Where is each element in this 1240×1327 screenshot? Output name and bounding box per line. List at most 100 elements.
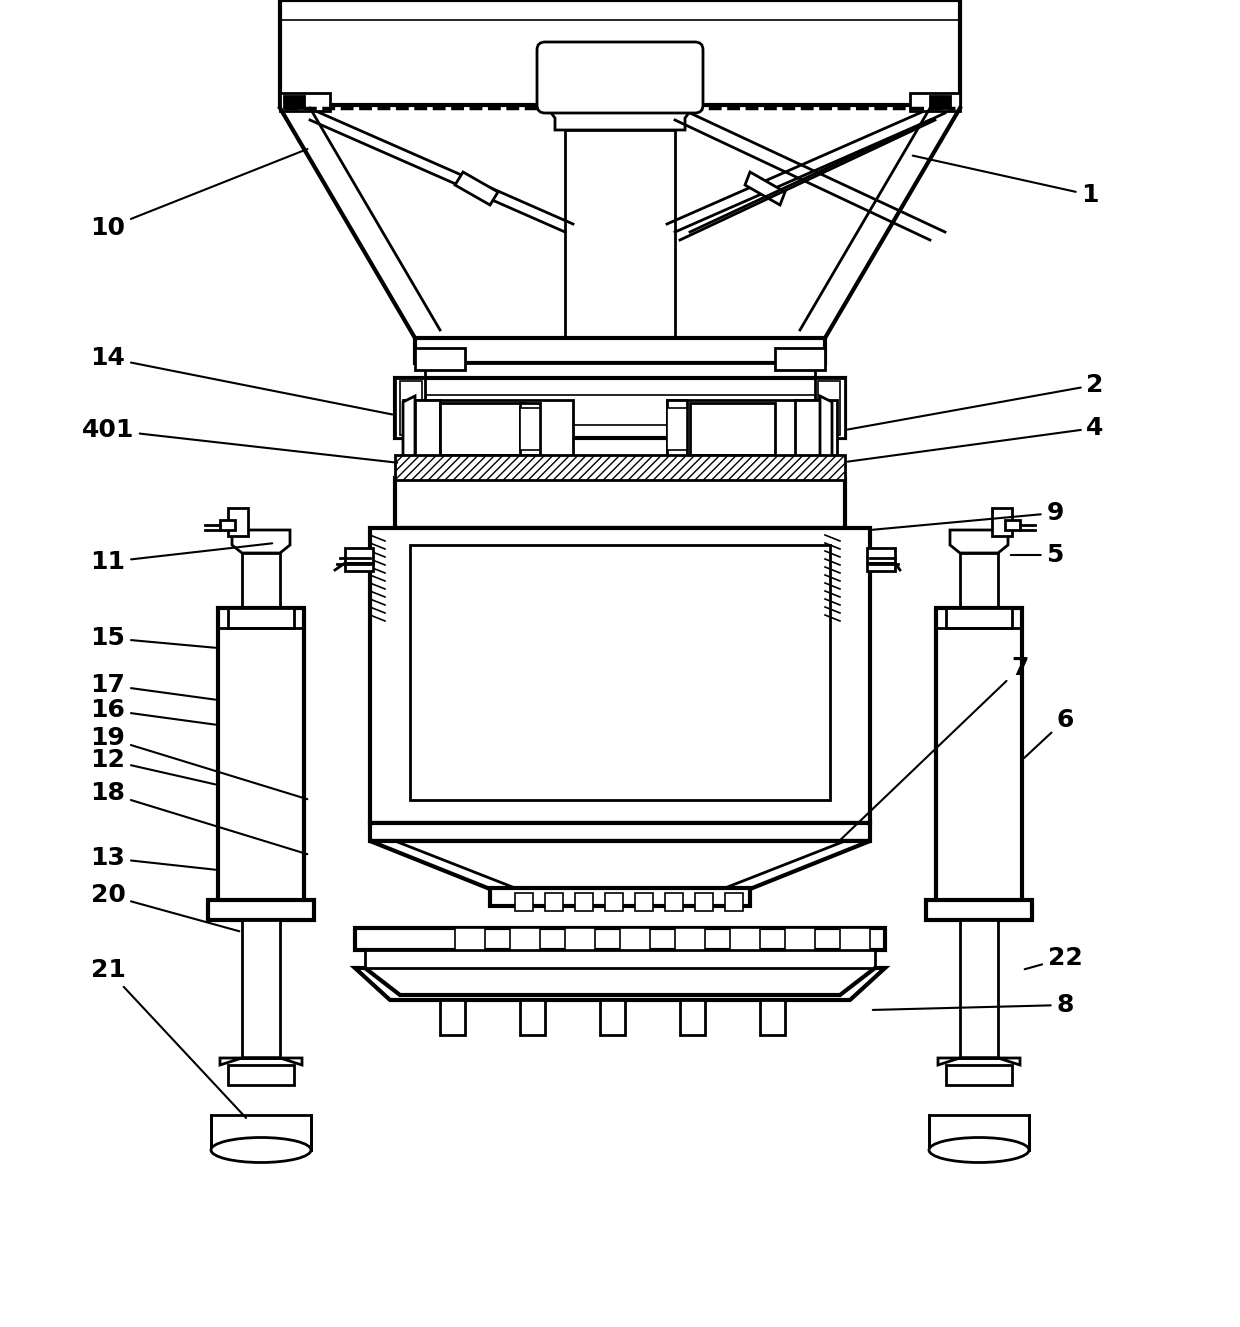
Bar <box>867 548 895 563</box>
Text: 12: 12 <box>91 748 216 784</box>
Text: 8: 8 <box>873 993 1074 1016</box>
Ellipse shape <box>929 1137 1029 1162</box>
Bar <box>575 893 593 912</box>
Bar <box>946 1066 1012 1085</box>
Bar <box>284 96 304 107</box>
Polygon shape <box>820 395 832 462</box>
Bar <box>839 928 870 950</box>
Bar <box>675 928 706 950</box>
Bar <box>520 403 539 455</box>
Bar <box>211 1115 311 1151</box>
Text: 401: 401 <box>82 418 397 463</box>
Bar <box>565 928 595 950</box>
Bar <box>515 893 533 912</box>
Text: 20: 20 <box>91 882 239 932</box>
Bar <box>490 888 750 906</box>
Bar <box>694 893 713 912</box>
Bar <box>936 608 1022 902</box>
Text: 4: 4 <box>848 415 1104 462</box>
Text: 9: 9 <box>873 502 1064 529</box>
Bar <box>415 338 825 364</box>
Bar <box>370 528 870 823</box>
Ellipse shape <box>211 1137 311 1162</box>
Bar <box>680 1001 706 1035</box>
Bar <box>440 1001 465 1035</box>
Bar <box>228 508 248 536</box>
Text: 21: 21 <box>91 958 246 1117</box>
Bar <box>280 93 330 111</box>
Bar <box>396 455 844 480</box>
Bar <box>396 478 844 528</box>
Bar <box>815 378 844 438</box>
Bar <box>926 900 1032 920</box>
Bar <box>867 563 895 571</box>
Bar <box>242 920 280 1058</box>
Text: 15: 15 <box>91 626 216 650</box>
Polygon shape <box>546 50 694 130</box>
Polygon shape <box>232 529 290 553</box>
Bar <box>818 381 839 435</box>
Text: 19: 19 <box>91 726 308 799</box>
Bar <box>1004 520 1021 529</box>
Bar <box>605 893 622 912</box>
Bar <box>355 928 885 950</box>
Text: 5: 5 <box>1011 543 1064 567</box>
Bar <box>775 348 825 370</box>
Bar <box>455 928 485 950</box>
Bar <box>620 928 650 950</box>
Text: 1: 1 <box>913 155 1099 207</box>
Polygon shape <box>219 1058 303 1066</box>
Text: 10: 10 <box>91 149 308 240</box>
Bar <box>565 130 675 340</box>
Bar <box>725 893 743 912</box>
Bar <box>795 399 820 458</box>
Bar <box>546 893 563 912</box>
Polygon shape <box>403 395 415 462</box>
FancyBboxPatch shape <box>537 42 703 113</box>
Text: 17: 17 <box>91 673 216 699</box>
Bar <box>960 920 998 1058</box>
Bar <box>689 403 775 455</box>
Bar <box>415 399 440 458</box>
Polygon shape <box>370 841 870 893</box>
Bar <box>667 399 687 458</box>
Text: 22: 22 <box>1024 946 1083 970</box>
Bar <box>228 608 294 628</box>
Bar <box>510 928 539 950</box>
Text: 14: 14 <box>91 346 392 414</box>
Bar <box>345 548 373 563</box>
Bar <box>425 364 815 378</box>
Bar <box>403 399 573 458</box>
Bar <box>960 553 998 608</box>
Bar <box>929 1115 1029 1151</box>
Bar <box>665 893 683 912</box>
Bar <box>415 348 465 370</box>
Text: 16: 16 <box>91 698 216 725</box>
Bar <box>396 378 425 438</box>
Polygon shape <box>937 1058 1021 1066</box>
Bar <box>520 407 539 450</box>
Bar <box>218 608 304 902</box>
Bar <box>520 1001 546 1035</box>
Text: 2: 2 <box>848 373 1104 430</box>
Text: 11: 11 <box>91 543 273 575</box>
Bar <box>370 823 870 841</box>
Bar <box>410 545 830 800</box>
Bar <box>401 381 422 435</box>
Bar <box>760 1001 785 1035</box>
Bar <box>992 508 1012 536</box>
Polygon shape <box>455 173 498 204</box>
Bar <box>345 563 373 571</box>
Bar <box>600 1001 625 1035</box>
Bar <box>635 893 653 912</box>
Text: 6: 6 <box>1024 709 1074 758</box>
Bar <box>930 96 950 107</box>
Polygon shape <box>355 967 885 1001</box>
Polygon shape <box>950 529 1008 553</box>
Bar <box>785 928 815 950</box>
Bar <box>208 900 314 920</box>
Bar <box>667 407 687 450</box>
Bar <box>910 93 960 111</box>
Text: 18: 18 <box>91 782 308 855</box>
Bar <box>396 378 844 438</box>
